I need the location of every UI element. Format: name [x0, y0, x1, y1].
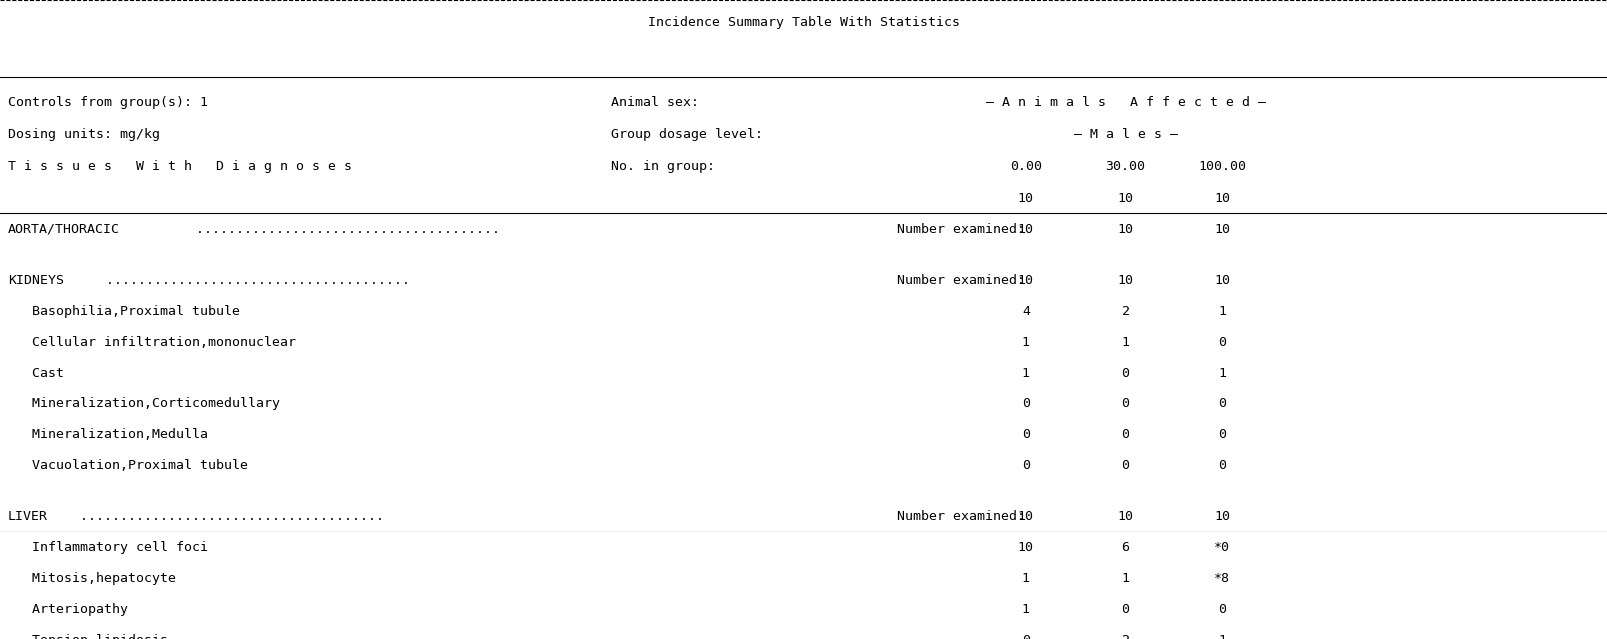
Text: Inflammatory cell foci: Inflammatory cell foci [8, 541, 207, 554]
Text: Dosing units: mg/kg: Dosing units: mg/kg [8, 128, 161, 141]
Text: 10: 10 [1017, 223, 1033, 236]
Text: 10: 10 [1213, 192, 1229, 204]
Text: 10: 10 [1117, 223, 1133, 236]
Text: Mitosis,hepatocyte: Mitosis,hepatocyte [8, 572, 175, 585]
Text: AORTA/THORACIC: AORTA/THORACIC [8, 223, 121, 236]
Text: Tension lipidosis: Tension lipidosis [8, 634, 169, 639]
Text: 30.00: 30.00 [1106, 160, 1144, 173]
Text: 0: 0 [1122, 603, 1128, 616]
Text: 1: 1 [1218, 305, 1225, 318]
Text: 1: 1 [1122, 572, 1128, 585]
Text: 10: 10 [1213, 223, 1229, 236]
Text: Controls from group(s): 1: Controls from group(s): 1 [8, 96, 207, 109]
Text: Basophilia,Proximal tubule: Basophilia,Proximal tubule [8, 305, 239, 318]
Text: Number examined:: Number examined: [897, 274, 1025, 287]
Text: 0: 0 [1218, 397, 1225, 410]
Text: Cellular infiltration,mononuclear: Cellular infiltration,mononuclear [8, 335, 296, 349]
Text: 10: 10 [1017, 510, 1033, 523]
Text: 1: 1 [1218, 634, 1225, 639]
Text: 10: 10 [1213, 510, 1229, 523]
Text: Mineralization,Medulla: Mineralization,Medulla [8, 428, 207, 442]
Text: 1: 1 [1022, 335, 1028, 349]
Text: 0: 0 [1218, 603, 1225, 616]
Text: 0: 0 [1122, 397, 1128, 410]
Text: 10: 10 [1017, 541, 1033, 554]
Text: Number examined:: Number examined: [897, 223, 1025, 236]
Text: 0: 0 [1122, 367, 1128, 380]
Text: KIDNEYS: KIDNEYS [8, 274, 64, 287]
Text: 1: 1 [1022, 367, 1028, 380]
Text: *8: *8 [1213, 572, 1229, 585]
Text: 10: 10 [1017, 274, 1033, 287]
Text: 0: 0 [1122, 459, 1128, 472]
Text: 1: 1 [1022, 572, 1028, 585]
Text: LIVER: LIVER [8, 510, 48, 523]
Text: Cast: Cast [8, 367, 64, 380]
Text: 2: 2 [1122, 305, 1128, 318]
Text: Mineralization,Corticomedullary: Mineralization,Corticomedullary [8, 397, 280, 410]
Text: 0: 0 [1122, 428, 1128, 442]
Text: 10: 10 [1117, 192, 1133, 204]
Text: No. in group:: No. in group: [611, 160, 715, 173]
Text: 0: 0 [1022, 397, 1028, 410]
Text: 0: 0 [1218, 428, 1225, 442]
Text: 100.00: 100.00 [1197, 160, 1245, 173]
Text: 10: 10 [1117, 510, 1133, 523]
Text: — A n i m a l s   A f f e c t e d —: — A n i m a l s A f f e c t e d — [985, 96, 1265, 109]
Text: 10: 10 [1213, 274, 1229, 287]
Text: 1: 1 [1122, 335, 1128, 349]
Text: Vacuolation,Proximal tubule: Vacuolation,Proximal tubule [8, 459, 247, 472]
Text: 10: 10 [1017, 192, 1033, 204]
Text: 0.00: 0.00 [1009, 160, 1041, 173]
Text: Incidence Summary Table With Statistics: Incidence Summary Table With Statistics [648, 16, 959, 29]
Text: 1: 1 [1218, 367, 1225, 380]
Text: ......................................: ...................................... [98, 274, 410, 287]
Text: 10: 10 [1117, 274, 1133, 287]
Text: 0: 0 [1022, 634, 1028, 639]
Text: Animal sex:: Animal sex: [611, 96, 699, 109]
Text: 2: 2 [1122, 634, 1128, 639]
Text: ......................................: ...................................... [188, 223, 500, 236]
Text: Number examined:: Number examined: [897, 510, 1025, 523]
Text: 0: 0 [1218, 335, 1225, 349]
Text: 4: 4 [1022, 305, 1028, 318]
Text: Group dosage level:: Group dosage level: [611, 128, 763, 141]
Text: T i s s u e s   W i t h   D i a g n o s e s: T i s s u e s W i t h D i a g n o s e s [8, 160, 352, 173]
Text: *0: *0 [1213, 541, 1229, 554]
Text: 0: 0 [1022, 428, 1028, 442]
Text: — M a l e s —: — M a l e s — [1073, 128, 1176, 141]
Text: 0: 0 [1218, 459, 1225, 472]
Text: 6: 6 [1122, 541, 1128, 554]
Text: ......................................: ...................................... [72, 510, 384, 523]
Text: Arteriopathy: Arteriopathy [8, 603, 129, 616]
Text: 0: 0 [1022, 459, 1028, 472]
Text: 1: 1 [1022, 603, 1028, 616]
